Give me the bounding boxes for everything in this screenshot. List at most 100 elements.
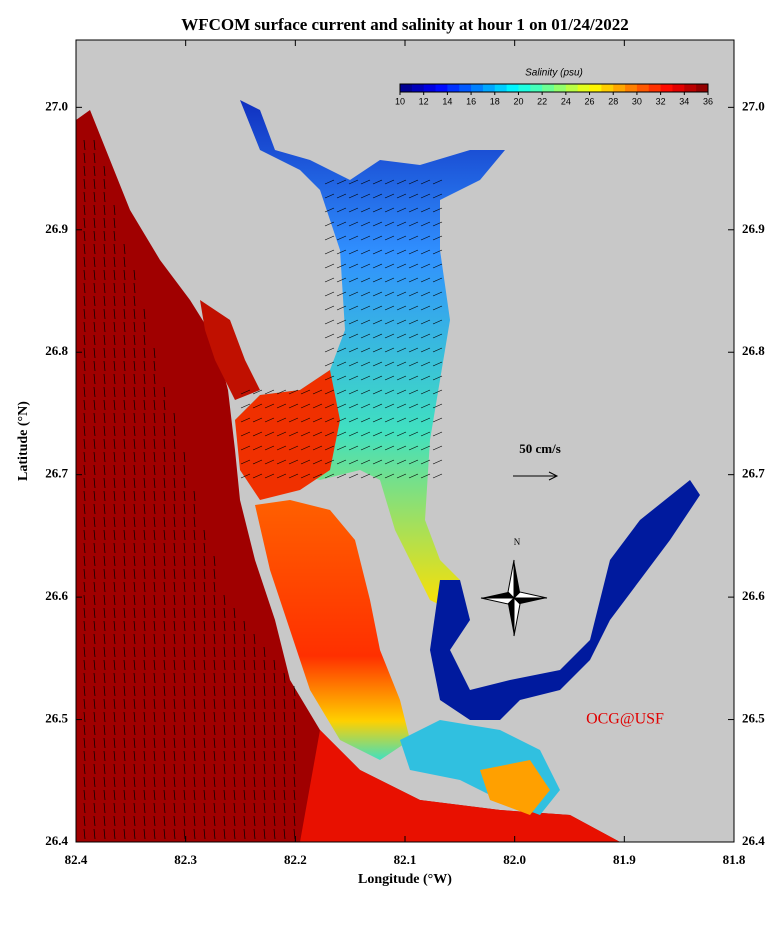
current-vector xyxy=(83,529,86,541)
current-vector xyxy=(153,698,156,710)
current-vector xyxy=(103,815,106,827)
current-vector xyxy=(143,464,146,476)
current-vector xyxy=(163,438,166,450)
current-vector xyxy=(293,750,296,762)
current-vector xyxy=(193,724,196,736)
current-vector xyxy=(223,685,226,697)
current-vector xyxy=(143,828,146,840)
current-vector xyxy=(372,207,383,213)
current-vector xyxy=(153,737,156,749)
colorbar-segment xyxy=(613,84,626,92)
current-vector xyxy=(113,451,116,463)
current-vector xyxy=(133,737,136,749)
current-vector xyxy=(133,672,136,684)
current-vector xyxy=(93,139,96,151)
current-vector xyxy=(213,776,216,788)
current-vector xyxy=(173,711,176,723)
x-tick-label: 82.0 xyxy=(503,852,526,867)
current-vector xyxy=(233,685,236,697)
current-vector xyxy=(432,375,443,381)
current-vector xyxy=(432,235,443,241)
current-vector xyxy=(153,399,156,411)
current-vector xyxy=(153,633,156,645)
current-vector xyxy=(324,473,335,479)
current-vector xyxy=(193,685,196,697)
current-vector xyxy=(143,763,146,775)
current-vector xyxy=(133,620,136,632)
current-vector xyxy=(360,403,371,409)
current-vector xyxy=(183,815,186,827)
current-vector xyxy=(384,235,395,241)
scale-arrow-head xyxy=(548,471,559,481)
current-vector xyxy=(253,646,256,658)
current-vector xyxy=(133,399,136,411)
current-vector xyxy=(396,459,407,465)
current-vector xyxy=(324,193,335,199)
current-vector xyxy=(263,672,266,684)
current-vector xyxy=(432,263,443,269)
colorbar-tick-label: 28 xyxy=(608,96,618,106)
current-vector xyxy=(203,776,206,788)
current-vector xyxy=(123,360,126,372)
current-vector xyxy=(113,750,116,762)
current-vector xyxy=(173,503,176,515)
current-vector xyxy=(420,459,431,465)
current-vector xyxy=(420,235,431,241)
boca-grande-pass xyxy=(235,370,340,500)
current-vector xyxy=(83,347,86,359)
current-vector xyxy=(83,581,86,593)
current-vector xyxy=(432,305,443,311)
current-vector xyxy=(193,503,196,515)
current-vector xyxy=(93,191,96,203)
current-vector xyxy=(123,295,126,307)
current-vector xyxy=(324,431,335,437)
current-vector xyxy=(83,230,86,242)
current-vector xyxy=(213,828,216,840)
current-vector xyxy=(253,724,256,736)
current-vector xyxy=(113,308,116,320)
y-tick-label: 26.4 xyxy=(45,833,68,848)
current-vector xyxy=(213,672,216,684)
current-vector xyxy=(233,633,236,645)
current-vector xyxy=(123,633,126,645)
current-vector xyxy=(183,711,186,723)
current-vector xyxy=(193,646,196,658)
current-vector xyxy=(336,193,347,199)
current-vector xyxy=(348,389,359,395)
current-vector xyxy=(93,464,96,476)
current-vector xyxy=(372,249,383,255)
current-vector xyxy=(113,490,116,502)
current-vector xyxy=(183,529,186,541)
current-vector xyxy=(123,412,126,424)
current-vector xyxy=(143,477,146,489)
current-vector xyxy=(143,321,146,333)
current-vector xyxy=(243,763,246,775)
current-vector xyxy=(324,445,335,451)
current-vector xyxy=(233,607,236,619)
current-vector xyxy=(83,282,86,294)
current-vector xyxy=(360,431,371,437)
current-vector xyxy=(103,178,106,190)
current-vector xyxy=(336,389,347,395)
current-vector xyxy=(163,555,166,567)
current-vector xyxy=(93,802,96,814)
current-vector xyxy=(183,607,186,619)
current-vector xyxy=(153,724,156,736)
current-vector xyxy=(360,249,371,255)
colorbar-segment xyxy=(684,84,697,92)
pine-island-sound xyxy=(255,500,410,760)
current-vector xyxy=(384,179,395,185)
current-vector xyxy=(143,620,146,632)
current-vector xyxy=(83,412,86,424)
current-vector xyxy=(324,277,335,283)
current-vector xyxy=(103,412,106,424)
current-vector xyxy=(93,204,96,216)
current-vector xyxy=(276,403,287,409)
current-vector xyxy=(432,445,443,451)
current-vector xyxy=(113,568,116,580)
current-vector xyxy=(83,269,86,281)
current-vector xyxy=(133,776,136,788)
current-vector xyxy=(252,417,263,423)
current-vector xyxy=(183,464,186,476)
